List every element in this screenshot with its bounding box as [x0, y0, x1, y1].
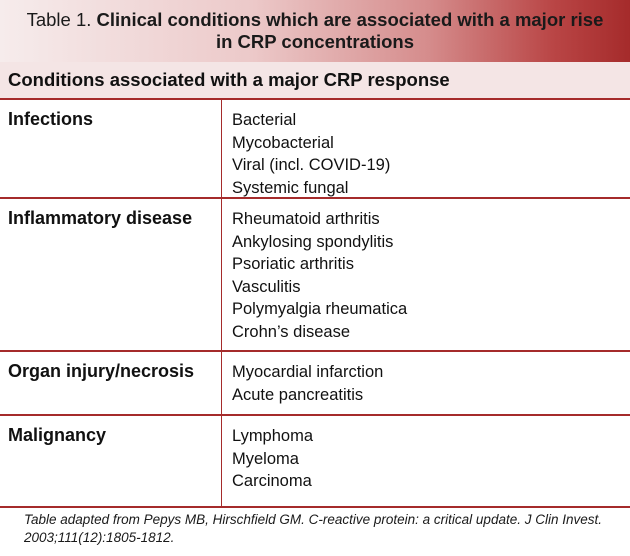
- table-title-line1: Table 1. Clinical conditions which are a…: [27, 9, 604, 31]
- table-row-infections: Infections Bacterial Mycobacterial Viral…: [0, 100, 630, 199]
- condition-item: Carcinoma: [232, 472, 312, 490]
- condition-item: Myeloma: [232, 449, 299, 468]
- footnote-line: Table adapted from Pepys MB, Hirschfield…: [24, 512, 602, 527]
- condition-item: Bacterial: [232, 111, 297, 129]
- condition-item: Ankylosing spondylitis: [232, 232, 394, 251]
- section-heading: Conditions associated with a major CRP r…: [0, 62, 630, 100]
- category-label: Infections: [0, 100, 222, 197]
- crp-conditions-table: Table 1. Clinical conditions which are a…: [0, 0, 630, 508]
- condition-list: Myocardial infarction Acute pancreatitis: [222, 352, 630, 414]
- condition-item: Viral (incl. COVID-19): [232, 156, 391, 174]
- condition-item: Acute pancreatitis: [232, 385, 364, 404]
- category-label: Organ injury/necrosis: [0, 352, 222, 414]
- table-row-inflammatory-disease: Inflammatory disease Rheumatoid arthriti…: [0, 199, 630, 352]
- category-label: Malignancy: [0, 416, 222, 506]
- table-title: Table 1. Clinical conditions which are a…: [0, 0, 630, 62]
- condition-item: Vasculitis: [232, 277, 301, 296]
- table-row-malignancy: Malignancy Lymphoma Myeloma Carcinoma: [0, 416, 630, 508]
- condition-item: Mycobacterial: [232, 133, 334, 152]
- condition-list: Rheumatoid arthritis Ankylosing spondyli…: [222, 199, 630, 350]
- table-footnote: Table adapted from Pepys MB, Hirschfield…: [24, 511, 624, 547]
- condition-list: Bacterial Mycobacterial Viral (incl. COV…: [222, 100, 630, 197]
- table-number: Table 1.: [26, 9, 92, 30]
- table-row-organ-injury: Organ injury/necrosis Myocardial infarct…: [0, 352, 630, 416]
- condition-item: Myocardial infarction: [232, 363, 384, 381]
- category-label: Inflammatory disease: [0, 199, 222, 350]
- table-title-text: Clinical conditions which are associated…: [96, 9, 604, 30]
- condition-item: Polymyalgia rheumatica: [232, 300, 408, 318]
- condition-item: Lymphoma: [232, 427, 314, 445]
- table-title-line2: in CRP concentrations: [215, 31, 415, 52]
- condition-item: Psoriatic arthritis: [232, 255, 354, 273]
- condition-item: Rheumatoid arthritis: [232, 210, 380, 228]
- condition-list: Lymphoma Myeloma Carcinoma: [222, 416, 630, 506]
- condition-item: Systemic fungal: [232, 178, 349, 197]
- footnote-line: 2003;111(12):1805-1812.: [24, 530, 175, 545]
- condition-item: Crohn’s disease: [232, 322, 351, 341]
